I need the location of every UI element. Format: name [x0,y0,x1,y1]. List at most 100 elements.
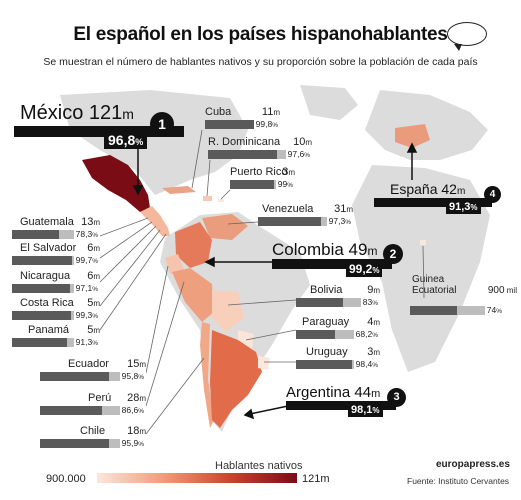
bolivia-shape [212,290,244,332]
guatemala-bar: 78,3% [12,229,100,240]
colombia-rank: 2 [383,244,403,264]
chile-label: Chile 18m [80,425,146,437]
arrows [132,140,418,420]
panama-bar: 91,3% [12,337,100,348]
mexico-bar [14,126,184,137]
panama-pct: 91,3% [73,337,100,348]
argentina-label: Argentina 44m [286,384,381,401]
rdominicana-shape [203,196,212,201]
venezuela-shape [202,214,248,240]
africa-land [352,165,490,372]
source-note: Fuente: Instituto Cervantes [407,476,510,486]
nicaragua-name: Nicaragua [20,270,71,282]
nicaragua-label: Nicaragua 6m [20,270,100,282]
chile-pct: 95,9% [119,438,146,449]
peru-name: Perú [88,392,112,404]
argentina-bar [286,401,396,410]
uruguay-pct: 98,4% [353,359,380,370]
paraguay-label: Paraguay 4m [302,316,380,328]
paraguay-speakers: 4m [367,316,380,328]
panama-label: Panamá 5m [28,324,100,336]
puertorico-pct: 99% [275,179,295,190]
nicaragua-pct: 97,1% [73,283,100,294]
rdominicana-speakers: 10m [293,136,312,148]
uruguay-bar: 98,4% [296,359,380,370]
page-title: El español en los países hispanohablante… [73,24,448,45]
colombia-shape [175,222,212,268]
argentina-shape [210,330,262,428]
europe-land [365,90,488,160]
guinea-shape [420,240,426,245]
brand-logo: europapress.es [436,459,510,470]
peru-bar: 86,6% [40,405,146,416]
ecuador-shape [165,254,184,274]
venezuela-name: Venezuela [262,203,314,215]
mexico-pct: 96,8% [104,131,148,149]
leader-lines [99,129,425,435]
mexico-label: México 121m [20,102,134,124]
uruguay-speakers: 3m [367,346,380,358]
rdominicana-pct: 97,6% [285,149,312,160]
peru-label: Perú 28m [88,392,146,404]
costarica-bar: 99,3% [12,310,100,321]
cuba-shape [162,186,196,194]
venezuela-label: Venezuela 31m [262,203,353,215]
guinea-label: Guinea Ecuatorial 900 mil [412,274,517,296]
cuba-name: Cuba [205,106,232,118]
puertorico-speakers: 3m [282,166,295,178]
guinea-speakers: 900 mil [487,285,517,296]
rdominicana-name: R. Dominicana [208,136,281,148]
peru-speakers: 28m [127,392,146,404]
chile-name: Chile [80,425,106,437]
legend-min: 900.000 [46,473,86,485]
puertorico-name: Puerto Rico [230,166,288,178]
argentina-pct: 98,1% [348,403,383,417]
guinea-pct: 74% [484,305,504,316]
espana-pct: 91,3% [446,200,481,214]
greenland-land [300,85,358,120]
ecuador-speakers: 15m [127,358,146,370]
costarica-pct: 99,3% [73,310,100,321]
venezuela-pct: 97,3% [326,216,353,227]
chile-shape [200,322,214,428]
bolivia-name: Bolivia [310,284,343,296]
legend-gradient [97,473,297,483]
guinea-name: Guinea Ecuatorial [412,274,457,296]
bolivia-bar: 83% [296,297,380,308]
espana-label: España 42m [390,181,466,197]
mexico-shape [82,155,150,212]
peru-shape [172,268,214,322]
cuba-pct: 99,8% [253,119,280,130]
elsalvador-speakers: 6m [87,242,100,254]
panama-name: Panamá [28,324,69,336]
ecuador-label: Ecuador 15m [68,358,146,370]
venezuela-speakers: 31m [334,203,353,215]
peru-pct: 86,6% [119,405,146,416]
puertorico-shape [218,199,224,202]
puertorico-label: Puerto Rico 3m [230,166,295,178]
bolivia-pct: 83% [360,297,380,308]
legend-title: Hablantes nativos [215,460,303,472]
uruguay-label: Uruguay 3m [306,346,380,358]
rdominicana-label: R. Dominicana 10m [208,136,312,148]
argentina-rank: 3 [387,388,406,407]
paraguay-pct: 68,2% [353,329,380,340]
panama-speakers: 5m [87,324,100,336]
guatemala-name: Guatemala [20,216,74,228]
venezuela-bar: 97,3% [258,216,353,227]
puertorico-bar: 99% [230,179,295,190]
ecuador-bar: 95,8% [40,371,146,382]
costarica-label: Costa Rica 5m [20,297,100,309]
centralamerica-shape [140,206,170,236]
bolivia-speakers: 9m [367,284,380,296]
nicaragua-speakers: 6m [87,270,100,282]
legend-max: 121m [302,473,330,485]
cuba-bar: 99,8% [205,119,280,130]
north-america-land [60,90,248,195]
guatemala-speakers: 13m [81,216,100,228]
costarica-name: Costa Rica [20,297,74,309]
cuba-label: Cuba 11m [205,106,280,118]
page-subtitle: Se muestran el número de hablantes nativ… [43,56,478,68]
guinea-bar: 74% [410,305,504,316]
ecuador-name: Ecuador [68,358,109,370]
